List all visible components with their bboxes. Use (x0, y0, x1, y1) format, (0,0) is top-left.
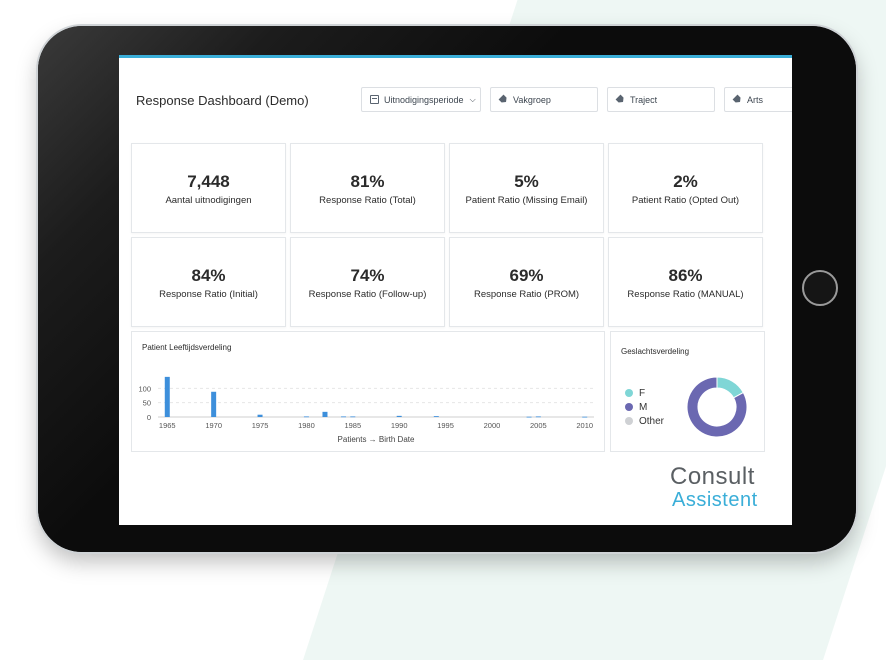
filter-vakgroep[interactable]: Vakgroep (490, 87, 598, 112)
filter-label: Vakgroep (513, 94, 551, 105)
kpi-card-response-followup: 74% Response Ratio (Follow-up) (290, 237, 445, 327)
bar (582, 416, 588, 418)
tag-icon (615, 94, 625, 104)
kpi-card-opted-out: 2% Patient Ratio (Opted Out) (608, 143, 763, 233)
kpi-value: 84% (191, 266, 226, 285)
gender-legend: F M Other (625, 386, 664, 428)
chart-title: Patient Leeftijdsverdeling (142, 343, 232, 352)
kpi-value: 69% (509, 266, 544, 285)
calendar-icon (370, 95, 379, 104)
gender-donut-chart (686, 376, 748, 438)
filter-label: Arts (747, 94, 764, 105)
filter-uitnodigingsperiode[interactable]: Uitnodigingsperiode ⌵ (361, 87, 481, 112)
kpi-card-invitations: 7,448 Aantal uitnodigingen (131, 143, 286, 233)
x-tick-label: 1995 (437, 421, 454, 430)
kpi-label: Response Ratio (PROM) (473, 289, 580, 300)
kpi-card-response-initial: 84% Response Ratio (Initial) (131, 237, 286, 327)
legend-item-other: Other (625, 414, 664, 428)
tag-icon (498, 94, 508, 104)
legend-swatch (625, 389, 633, 397)
x-axis-label: Patients → Birth Date (338, 435, 415, 444)
kpi-card-response-manual: 86% Response Ratio (MANUAL) (608, 237, 763, 327)
tag-icon (732, 94, 742, 104)
age-bar-chart: 0 50 100 1965 1970 1975 1980 1985 1990 1995 2000 20… (138, 376, 594, 444)
legend-item-m: M (625, 400, 664, 414)
kpi-value: 7,448 (187, 172, 230, 191)
kpi-card-response-prom: 69% Response Ratio (PROM) (449, 237, 604, 327)
kpi-value: 74% (350, 266, 385, 285)
x-tick-label: 2005 (530, 421, 547, 430)
y-tick-label: 50 (143, 399, 151, 408)
bar (303, 416, 309, 418)
y-tick-label: 0 (147, 413, 151, 422)
legend-item-f: F (625, 386, 664, 400)
accent-top-bar (119, 55, 792, 58)
kpi-value: 86% (668, 266, 703, 285)
kpi-value: 81% (350, 172, 385, 191)
bar (350, 416, 356, 418)
donut-slice (686, 376, 748, 438)
kpi-label: Aantal uitnodigingen (165, 195, 252, 206)
legend-swatch (625, 417, 633, 425)
kpi-label: Response Ratio (MANUAL) (627, 289, 744, 300)
kpi-label: Response Ratio (Follow-up) (308, 289, 427, 300)
bar (433, 416, 439, 417)
logo-line-1: Consult (670, 463, 755, 490)
kpi-label: Response Ratio (Total) (319, 195, 416, 206)
x-tick-label: 2000 (484, 421, 501, 430)
bar (211, 391, 217, 417)
bar (341, 416, 347, 418)
dashboard-screen: Response Dashboard (Demo) Uitnodigingspe… (119, 55, 792, 525)
gender-chart-panel: Geslachtsverdeling F M Other (610, 331, 765, 452)
chart-title: Geslachtsverdeling (621, 347, 690, 356)
logo-line-2: Assistent (672, 489, 758, 511)
kpi-card-missing-email: 5% Patient Ratio (Missing Email) (449, 143, 604, 233)
y-tick-label: 100 (138, 384, 151, 393)
bar (526, 416, 532, 418)
kpi-value: 5% (514, 172, 539, 191)
chevron-down-icon: ⌵ (469, 94, 476, 104)
x-tick-label: 1985 (344, 421, 361, 430)
x-tick-label: 1965 (159, 421, 176, 430)
legend-label: F (639, 387, 646, 399)
bar (164, 376, 170, 417)
legend-label: M (639, 401, 648, 413)
x-tick-label: 2010 (576, 421, 593, 430)
legend-swatch (625, 403, 633, 411)
kpi-label: Patient Ratio (Opted Out) (631, 195, 740, 206)
kpi-label: Response Ratio (Initial) (159, 289, 258, 300)
kpi-value: 2% (673, 172, 698, 191)
filter-label: Uitnodigingsperiode (384, 94, 464, 105)
home-button[interactable] (802, 270, 838, 306)
filter-arts[interactable]: Arts (724, 87, 792, 112)
legend-label: Other (639, 415, 665, 427)
x-tick-label: 1970 (205, 421, 222, 430)
bar (257, 414, 263, 417)
kpi-label: Patient Ratio (Missing Email) (465, 195, 588, 206)
filter-traject[interactable]: Traject (607, 87, 715, 112)
x-tick-label: 1980 (298, 421, 315, 430)
brand-logo: Consult Assistent (670, 463, 758, 512)
bar (535, 416, 541, 418)
x-tick-label: 1990 (391, 421, 408, 430)
x-tick-label: 1975 (252, 421, 269, 430)
kpi-card-response-total: 81% Response Ratio (Total) (290, 143, 445, 233)
filter-label: Traject (630, 94, 658, 105)
bar (396, 415, 402, 417)
page-title: Response Dashboard (Demo) (136, 93, 309, 108)
age-chart-panel: Patient Leeftijdsverdeling 0 50 100 1965 197… (131, 331, 605, 452)
bar (322, 411, 328, 417)
